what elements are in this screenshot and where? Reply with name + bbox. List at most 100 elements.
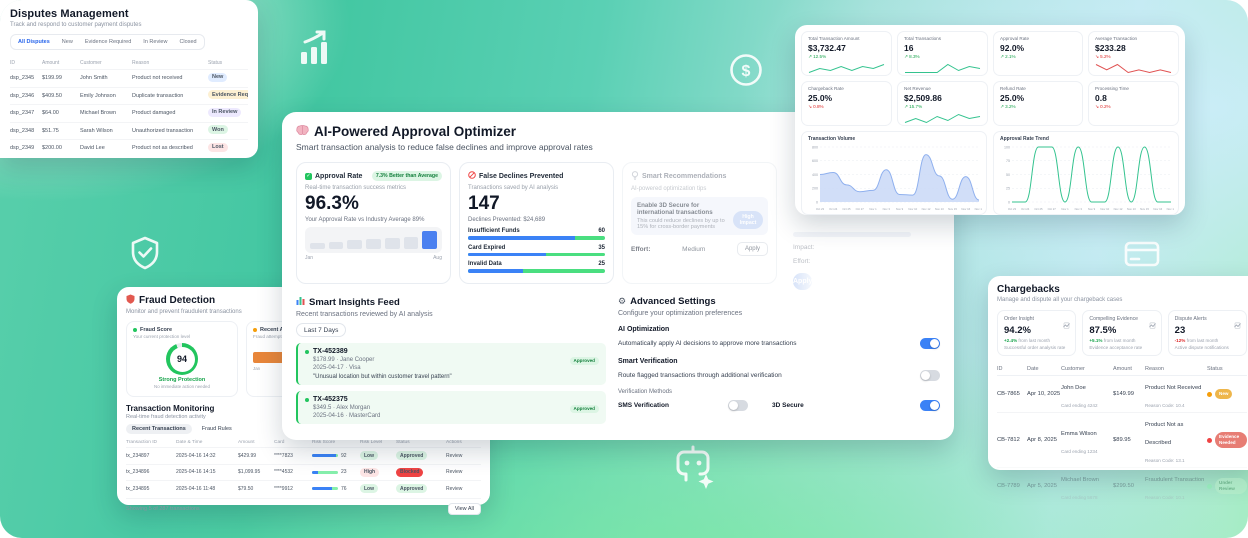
column-transaction-id: Transaction ID [126, 440, 158, 445]
svg-text:$: $ [742, 63, 751, 80]
fraud-table-body: tx_234897 2025-04-16 14:32 $429.99 ****7… [126, 447, 481, 497]
settings-toggle[interactable] [920, 338, 940, 349]
stat-tile: Total Transaction Amount $3,732.47 ↗ 12.… [801, 31, 892, 76]
table-row[interactable]: tx_234896 2025-04-16 14:15 $1,099.95 ***… [126, 463, 481, 481]
stat-label: Total Transaction Amount [808, 36, 860, 41]
dispute-customer: Sarah Wilson [80, 127, 113, 134]
chargeback-stat-box: Dispute Alerts 23 -12% from last month A… [1167, 310, 1247, 356]
svg-text:Oct 27: Oct 27 [1048, 207, 1057, 211]
disputes-tab[interactable]: In Review [143, 39, 168, 45]
insight-item[interactable]: TX-452375 $349.5 · Alex Morgan 2025-04-1… [296, 391, 606, 424]
insight-status-badge: Approved [569, 404, 599, 413]
svg-text:Nov 10: Nov 10 [1100, 207, 1109, 211]
3d-secure-label: 3D Secure [772, 402, 804, 409]
approval-rate-value: 96.3% [305, 193, 359, 214]
dispute-customer: Michael Brown [80, 110, 117, 117]
chargeback-stat-delta: -12% [1174, 338, 1186, 343]
svg-text:Nov 15: Nov 15 [1140, 207, 1149, 211]
insight-item[interactable]: TX-452389 $178.99 · Jane Cooper 2025-04-… [296, 343, 606, 385]
status-badge: New [1215, 389, 1233, 399]
stat-delta: ↗ 3.2% [1000, 104, 1016, 109]
review-link[interactable]: Review [446, 469, 463, 476]
table-row[interactable]: CB-7865 Apr 10, 2025 John Doe Card ending… [997, 376, 1247, 412]
fraud-subtitle: Monitor and prevent fraudulent transacti… [126, 309, 242, 315]
svg-text:400: 400 [812, 173, 818, 177]
chargeback-stat-delta: +2.4% [1004, 338, 1018, 343]
table-row[interactable]: dsp_2347 $64.00 Michael Brown Product da… [10, 104, 248, 122]
decline-reason-row: Invalid Data 25 [468, 261, 605, 273]
monitoring-tab[interactable]: Recent Transactions [126, 424, 192, 434]
credit-card-icon [1122, 238, 1162, 270]
stat-label: Average Transaction [1095, 36, 1138, 41]
column-id: ID [997, 366, 1003, 372]
table-row[interactable]: dsp_2346 $409.50 Emily Johnson Duplicate… [10, 86, 248, 105]
settings-toggle[interactable] [920, 370, 940, 381]
risk-level-badge: Low [360, 484, 378, 494]
monitoring-tab[interactable]: Fraud Rules [201, 426, 232, 432]
ai-robot-sparkle-icon [666, 442, 720, 496]
status-badge: Evidence Needed [1215, 432, 1247, 448]
chargeback-id: CB-7812 [997, 437, 1020, 443]
effort-label: Effort: [631, 245, 651, 253]
3d-secure-toggle[interactable] [920, 400, 940, 411]
sms-verification-toggle[interactable] [728, 400, 748, 411]
last-7-days-filter[interactable]: Last 7 Days [296, 323, 347, 337]
fraud-score-sub: Your current protection level [133, 334, 191, 339]
table-row[interactable]: CB-7812 Apr 8, 2025 Emma Wilson Card endi… [997, 412, 1247, 467]
chargeback-card-info: Card ending 5678 [1061, 495, 1098, 500]
false-declines-subtitle: Transactions saved by AI analysis [468, 185, 559, 191]
decline-reasons-bars: Insufficient Funds 60 Card Expired 35 Invali… [468, 228, 605, 273]
stat-delta: ↘ 5.2% [1095, 54, 1111, 59]
stat-sparkline [1000, 111, 1076, 122]
disputes-tab[interactable]: All Disputes [18, 39, 50, 45]
fraud-tx-id: tx_234895 [126, 485, 150, 492]
chargeback-stat-delta-rest: from last month [1017, 338, 1051, 343]
view-all-button[interactable]: View All [447, 502, 481, 515]
status-badge: Approved [396, 484, 428, 494]
column-risk-level: Risk Level [360, 440, 383, 445]
table-row[interactable]: tx_234897 2025-04-16 14:32 $429.99 ****7… [126, 447, 481, 464]
svg-text:Oct 23: Oct 23 [816, 207, 825, 211]
lightbulb-icon [631, 171, 639, 182]
impact-label: Impact: [793, 244, 815, 251]
table-row[interactable]: tx_234895 2025-04-16 11:48 $79.50 ****99… [126, 480, 481, 497]
fraud-tx-id: tx_234897 [126, 452, 150, 459]
table-row[interactable]: CB-7789 Apr 5, 2025 Michael Brown Card en… [997, 467, 1247, 504]
disputes-tabs: All Disputes New Evidence Required In Revie… [10, 34, 205, 50]
fraud-score-note: No immediate action needed [154, 384, 210, 389]
svg-text:Nov 3: Nov 3 [883, 207, 891, 211]
review-link[interactable]: Review [446, 485, 463, 492]
svg-text:Nov 9: Nov 9 [1088, 207, 1096, 211]
chargeback-stat-desc: Active dispute notifications [1174, 345, 1229, 350]
table-row[interactable]: dsp_2349 $200.00 David Lee Product not a… [10, 139, 248, 157]
apply-button[interactable]: Apply [736, 242, 768, 256]
apply-wide-button[interactable]: Apply [793, 273, 813, 290]
settings-row-label: Route flagged transactions through addit… [618, 372, 782, 379]
stat-sparkline [808, 111, 885, 122]
column-risk-score: Risk Score [312, 440, 336, 445]
table-row[interactable]: dsp_2348 $51.75 Sarah Wilson Unauthorize… [10, 121, 248, 140]
review-link[interactable]: Review [446, 452, 463, 459]
shield-check-icon [126, 234, 164, 272]
disputes-tab[interactable]: New [61, 39, 73, 45]
stat-label: Net Revenue [904, 86, 931, 91]
stat-value: $2,509.86 [904, 93, 942, 103]
risk-score-cell: 92 [312, 453, 360, 459]
chargeback-stat-value: 94.2% [1004, 325, 1031, 336]
stat-delta: ↘ 0.2% [1095, 104, 1111, 109]
svg-text:50: 50 [1006, 173, 1010, 177]
approval-rate-trend-title: Approval Rate Trend [1000, 136, 1049, 142]
fraud-score-value: 94 [169, 346, 195, 372]
disputes-table-header: ID Amount Customer Reason Status [10, 57, 248, 69]
status-badge: Under Review [1215, 478, 1247, 494]
smart-recommendations-label: Smart Recommendations [642, 173, 727, 180]
svg-text:800: 800 [812, 145, 818, 149]
disputes-tab[interactable]: Evidence Required [84, 39, 132, 45]
table-row[interactable]: dsp_2345 $199.99 John Smith Product not … [10, 69, 248, 87]
disputes-tab[interactable]: Closed [179, 39, 197, 45]
svg-text:0: 0 [816, 200, 818, 204]
settings-title: Advanced Settings [630, 296, 716, 307]
better-than-average-badge: 7.3% Better than Average [371, 171, 442, 181]
insights-subtitle: Recent transactions reviewed by AI analy… [296, 311, 433, 318]
recommendation-panel: Enable 3D Secure for international trans… [631, 197, 768, 235]
